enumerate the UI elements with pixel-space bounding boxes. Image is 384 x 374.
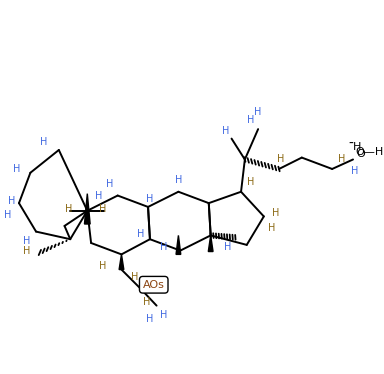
Text: H: H: [277, 154, 285, 165]
Text: O: O: [356, 149, 365, 159]
Text: H: H: [224, 242, 232, 252]
Text: H: H: [268, 223, 275, 233]
Text: H: H: [353, 142, 361, 152]
Text: H: H: [247, 114, 254, 125]
Text: H: H: [8, 196, 15, 206]
Text: H: H: [351, 166, 359, 176]
Text: H: H: [146, 194, 154, 204]
Text: H: H: [23, 246, 30, 255]
Text: H: H: [159, 310, 167, 320]
Polygon shape: [208, 235, 213, 252]
Text: H: H: [175, 175, 182, 186]
Text: H: H: [338, 154, 345, 165]
Text: H: H: [143, 297, 151, 307]
Polygon shape: [84, 194, 90, 224]
Text: H: H: [106, 179, 114, 189]
Polygon shape: [176, 235, 181, 254]
Text: H: H: [131, 272, 139, 282]
Text: H: H: [4, 209, 11, 220]
Text: -: -: [349, 137, 354, 151]
Text: H: H: [40, 137, 47, 147]
Text: H: H: [137, 229, 144, 239]
Text: H: H: [222, 126, 230, 136]
Text: H: H: [65, 204, 72, 214]
Text: H: H: [99, 261, 106, 271]
Text: H: H: [13, 164, 21, 174]
Text: AOs: AOs: [143, 280, 165, 290]
Text: H: H: [95, 190, 103, 200]
Text: H: H: [255, 107, 262, 117]
Text: H: H: [159, 242, 167, 252]
Text: H: H: [247, 177, 254, 187]
Text: H: H: [99, 204, 106, 214]
Polygon shape: [119, 254, 124, 270]
Text: H: H: [146, 314, 154, 324]
Text: H: H: [23, 236, 30, 246]
Text: O—H: O—H: [355, 147, 383, 157]
Text: H: H: [271, 208, 279, 218]
